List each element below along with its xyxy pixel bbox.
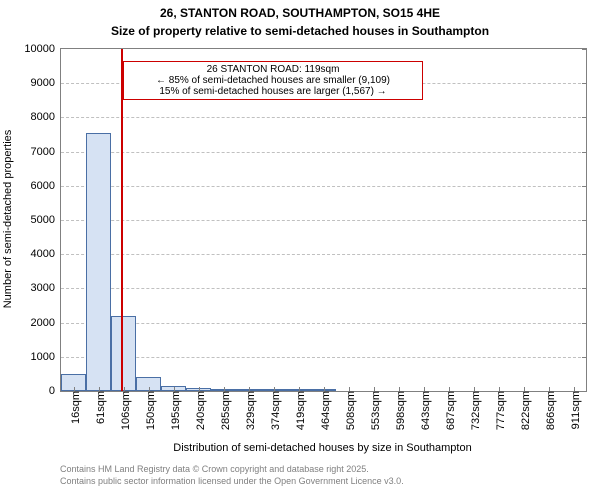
x-tick-label: 285sqm [216,391,232,430]
grid-line [61,357,586,358]
grid-line [61,323,586,324]
x-tick-label: 240sqm [191,391,207,430]
x-tick-label: 687sqm [441,391,457,430]
x-tick-label: 374sqm [266,391,282,430]
y-tick-label: 3000 [31,282,61,294]
histogram-bar [86,133,111,391]
attribution-line1: Contains HM Land Registry data © Crown c… [60,464,369,474]
x-tick-label: 464sqm [316,391,332,430]
x-tick-label: 150sqm [141,391,157,430]
y-tick-label: 6000 [31,180,61,192]
x-tick-label: 866sqm [541,391,557,430]
x-tick-label: 643sqm [416,391,432,430]
annotation-line1: 26 STANTON ROAD: 119sqm [128,64,418,75]
x-tick-label: 329sqm [241,391,257,430]
y-tick-label: 9000 [31,77,61,89]
annotation-line3: 15% of semi-detached houses are larger (… [128,86,418,97]
x-tick-label: 16sqm [66,391,82,424]
y-tick-label: 7000 [31,146,61,158]
x-tick-label: 598sqm [391,391,407,430]
y-tick-label: 1000 [31,351,61,363]
x-tick-label: 553sqm [366,391,382,430]
chart-title-line1: 26, STANTON ROAD, SOUTHAMPTON, SO15 4HE [0,6,600,20]
y-axis-label: Number of semi-detached properties [2,130,14,309]
chart-container: 26, STANTON ROAD, SOUTHAMPTON, SO15 4HE … [0,0,600,500]
attribution-line2: Contains public sector information licen… [60,476,404,486]
grid-line [61,254,586,255]
y-tick-label: 8000 [31,111,61,123]
x-tick-label: 777sqm [491,391,507,430]
annotation-line2: ← 85% of semi-detached houses are smalle… [128,75,418,86]
y-tick-label: 4000 [31,248,61,260]
y-tick-label: 5000 [31,214,61,226]
grid-line [61,186,586,187]
x-tick-label: 61sqm [91,391,107,424]
histogram-bar [111,316,136,391]
y-tick-label: 2000 [31,317,61,329]
x-tick-label: 106sqm [116,391,132,430]
annotation-box: 26 STANTON ROAD: 119sqm← 85% of semi-det… [123,61,423,100]
plot-area: 0100020003000400050006000700080009000100… [60,48,587,392]
y-tick-label: 0 [49,385,61,397]
x-tick-label: 732sqm [466,391,482,430]
grid-line [61,288,586,289]
x-axis-label: Distribution of semi-detached houses by … [60,442,585,454]
x-tick-label: 508sqm [341,391,357,430]
chart-title-line2: Size of property relative to semi-detach… [0,24,600,38]
property-marker-line [121,49,123,391]
grid-line [61,152,586,153]
grid-line [61,117,586,118]
grid-line [61,220,586,221]
x-tick-label: 911sqm [566,391,582,429]
x-tick-label: 195sqm [166,391,182,430]
y-tick-label: 10000 [24,43,61,55]
x-tick-label: 419sqm [291,391,307,430]
x-tick-label: 822sqm [516,391,532,430]
